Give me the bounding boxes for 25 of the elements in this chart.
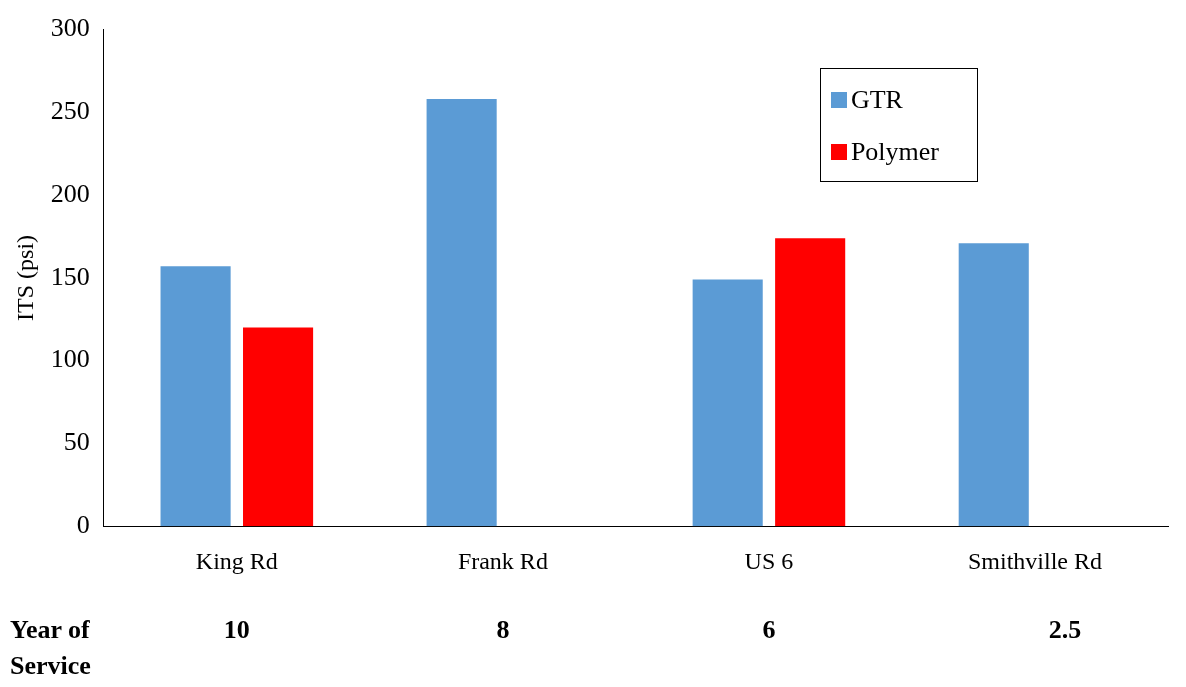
x-tick-label: Frank Rd (457, 547, 548, 574)
y-tick-label: 150 (50, 261, 90, 291)
bar (775, 238, 846, 527)
text: 2.5 (1048, 614, 1082, 644)
y-tick-label: 300 (50, 13, 90, 43)
bar (692, 279, 763, 527)
bar (958, 243, 1029, 527)
text: 6 (762, 614, 776, 644)
bar (160, 266, 231, 527)
x-tick-label: King Rd (195, 547, 278, 574)
x-tick-label: US 6 (744, 547, 794, 574)
y-tick-label: 250 (50, 96, 90, 126)
legend-label: GTR (850, 85, 903, 115)
bar (243, 327, 314, 527)
y-tick-label: 200 (50, 178, 90, 208)
y-tick-label: 0 (76, 510, 90, 540)
text: 8 (496, 614, 510, 644)
text: Year of Service (10, 614, 91, 680)
bar (426, 99, 497, 527)
x-tick-label: Smithville Rd (967, 547, 1102, 574)
y-axis-title: ITS (psi) (11, 234, 38, 321)
y-tick-label: 100 (50, 344, 90, 374)
text: 10 (223, 614, 250, 644)
legend-label: Polymer (850, 137, 939, 167)
y-tick-label: 50 (63, 427, 90, 457)
